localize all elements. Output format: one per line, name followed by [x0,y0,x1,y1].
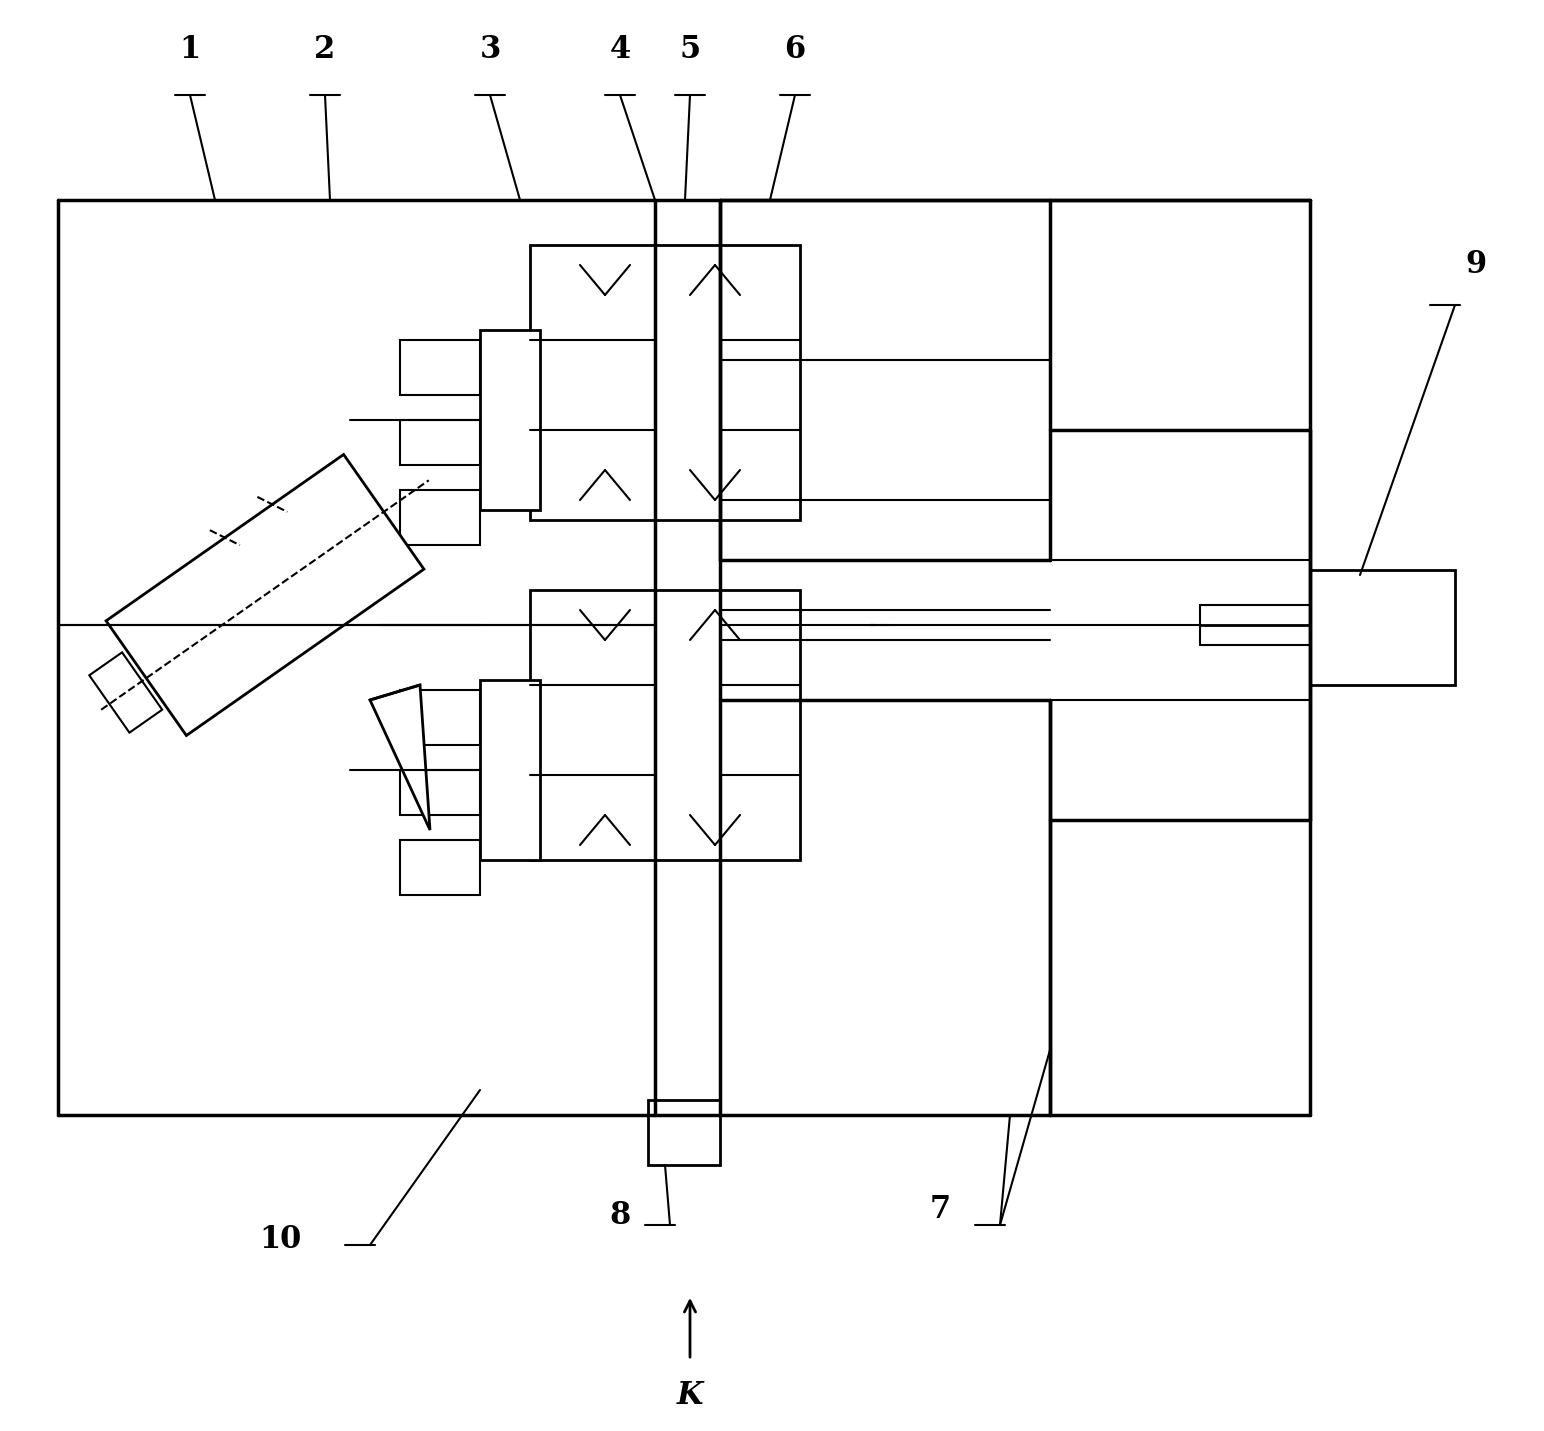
Text: 4: 4 [610,34,630,64]
Polygon shape [107,455,425,736]
Text: 10: 10 [259,1225,301,1255]
Bar [400,489,480,545]
Bar [530,245,800,519]
Bar [648,1100,720,1165]
Bar [400,341,480,395]
Bar [480,680,540,860]
Bar [530,590,800,860]
Text: 8: 8 [610,1199,630,1231]
Text: 3: 3 [479,34,500,64]
Text: 6: 6 [784,34,806,64]
Text: K: K [676,1379,703,1411]
Text: 7: 7 [929,1195,951,1225]
Polygon shape [371,685,429,830]
Bar [480,331,540,509]
Bar [1309,570,1454,685]
Bar [400,840,480,894]
Polygon shape [90,653,162,733]
Text: 1: 1 [179,34,201,64]
Bar [400,690,480,746]
Text: 2: 2 [315,34,335,64]
Text: 9: 9 [1465,249,1487,280]
Bar [400,421,480,465]
Bar [400,770,480,816]
Text: 5: 5 [679,34,701,64]
